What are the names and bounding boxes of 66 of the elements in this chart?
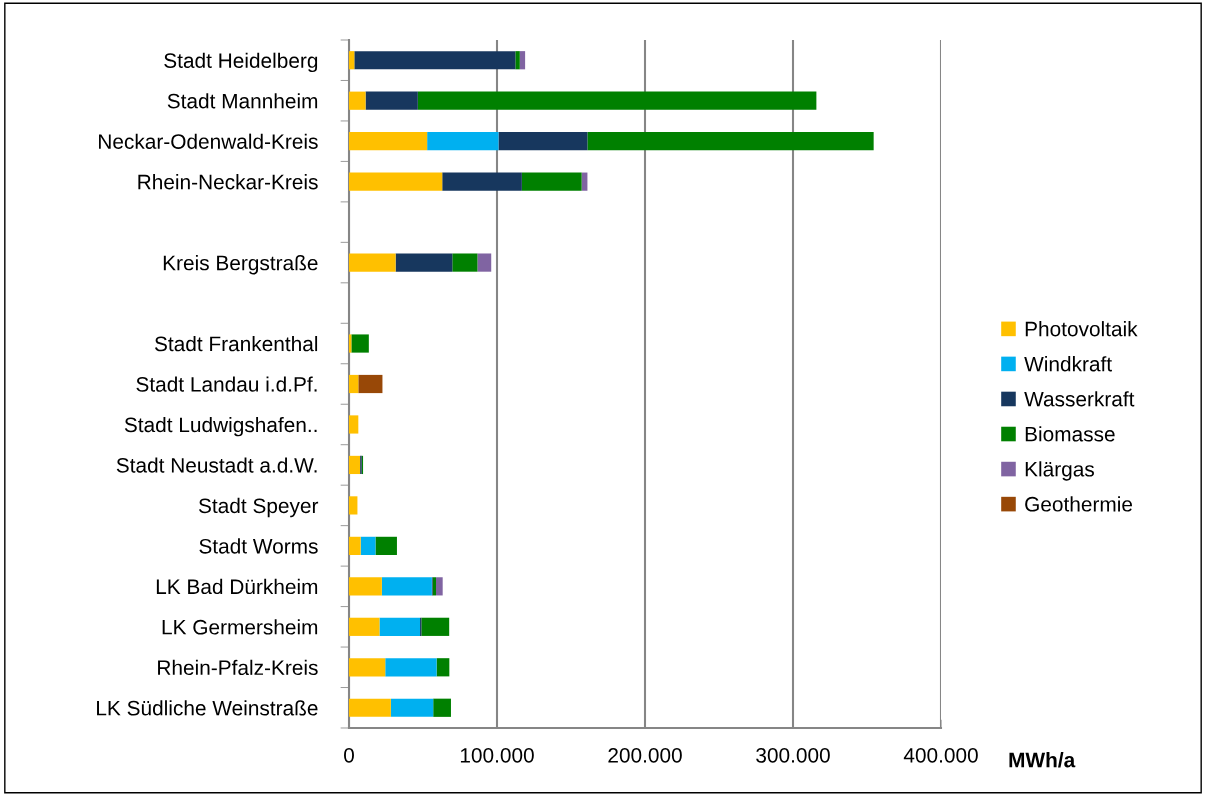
y-tick-label: Stadt Landau i.d.Pf. xyxy=(136,376,317,392)
y-tick-label: Stadt Frankenthal xyxy=(154,335,318,352)
y-tick-label: Rhein-Pfalz-Kreis xyxy=(158,659,318,676)
bar xyxy=(436,577,443,596)
bar xyxy=(385,658,437,677)
legend-label: Windkraft xyxy=(1024,356,1112,372)
bar xyxy=(349,415,359,434)
bar xyxy=(381,577,432,596)
x-tick-label: 100.000 xyxy=(460,747,534,763)
y-tick-label: Stadt Worms xyxy=(199,538,318,554)
bar xyxy=(421,617,450,636)
y-tick-label: Stadt Ludwigshafen.. xyxy=(124,416,317,437)
legend-label: Photovoltaik xyxy=(1025,321,1138,337)
bar xyxy=(349,91,366,110)
x-tick-label: 400.000 xyxy=(903,747,978,763)
bar xyxy=(349,536,361,555)
bar xyxy=(515,51,520,70)
legend-label: Wasserkraft xyxy=(1024,391,1135,407)
y-tick-label: Neckar-Odenwald-Kreis xyxy=(99,133,318,149)
legend-label: Geothermie xyxy=(1025,496,1133,512)
bar xyxy=(521,172,582,191)
x-tick-label: 0 xyxy=(344,747,354,763)
bar xyxy=(349,658,386,677)
bar xyxy=(349,51,355,70)
bar xyxy=(349,374,359,394)
bar xyxy=(365,91,418,110)
legend-label: Klärgas xyxy=(1025,461,1094,481)
bar xyxy=(395,253,453,272)
bar xyxy=(417,91,817,110)
bar xyxy=(358,374,383,394)
y-tick-label: Kreis Bergstraße xyxy=(163,255,318,275)
y-tick-label: Rhein-Neckar-Kreis xyxy=(138,174,318,190)
bar xyxy=(379,617,421,636)
y-tick-label: Stadt Neustadt a.d.W. xyxy=(116,457,317,473)
bar xyxy=(433,698,451,717)
y-tick-label: LK Germersheim xyxy=(162,619,318,635)
y-tick-label: Stadt Heidelberg xyxy=(164,52,318,73)
y-tick-label: LK Südliche Weinstraße xyxy=(97,700,318,716)
bar xyxy=(349,172,443,191)
y-tick-label: Stadt Speyer xyxy=(198,497,319,518)
bar xyxy=(390,698,434,717)
bar xyxy=(587,132,874,151)
bar xyxy=(477,253,492,272)
bar xyxy=(351,334,369,353)
y-tick-label: Stadt Mannheim xyxy=(167,93,318,109)
bar xyxy=(360,536,376,555)
bar xyxy=(427,132,499,151)
bar xyxy=(349,496,358,515)
bar xyxy=(349,455,361,475)
bar xyxy=(519,51,526,70)
bar xyxy=(349,253,396,272)
bar xyxy=(442,172,522,191)
bar xyxy=(436,658,450,677)
bar xyxy=(498,132,588,151)
bar xyxy=(452,253,478,272)
y-tick-label: LK Bad Dürkheim xyxy=(156,578,318,595)
bar xyxy=(349,698,391,717)
legend-label: Biomasse xyxy=(1025,426,1115,442)
x-tick-label: 300.000 xyxy=(756,747,830,763)
bar xyxy=(375,536,397,555)
bar xyxy=(349,132,428,151)
bar xyxy=(354,51,516,70)
bar xyxy=(349,577,382,596)
x-tick-label: 200.000 xyxy=(608,747,682,763)
x-axis-title: MWh/a xyxy=(1009,752,1076,768)
bar xyxy=(349,617,380,636)
